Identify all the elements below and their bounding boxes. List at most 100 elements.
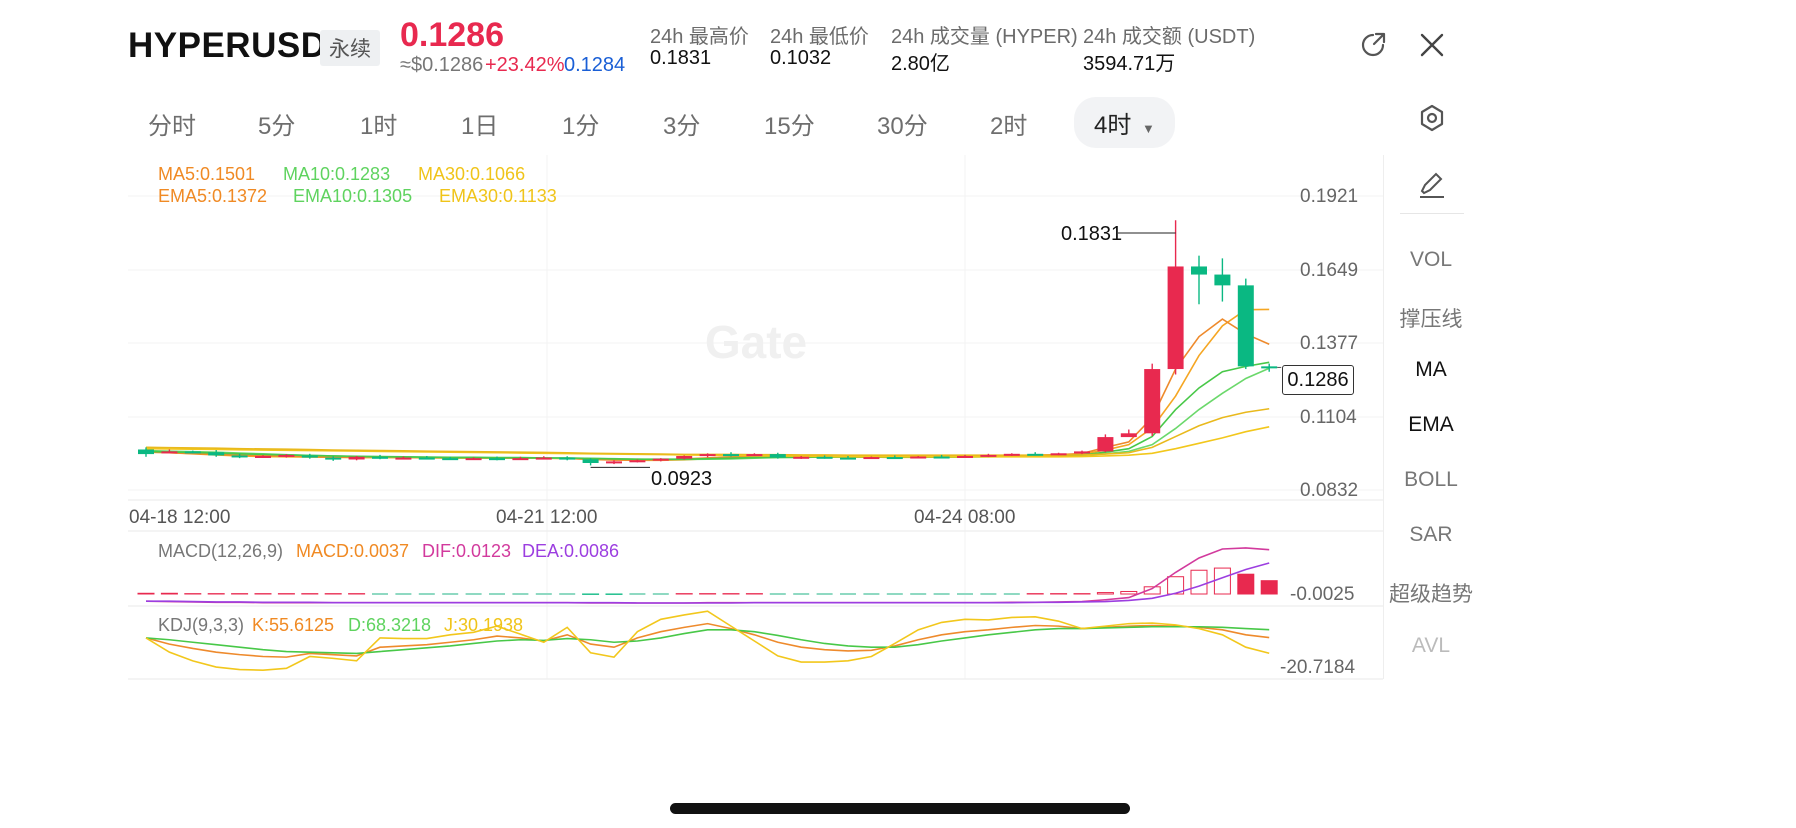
price-tick: 0.0832 xyxy=(1300,480,1359,501)
legend-ma10: MA10:0.1283 xyxy=(283,164,391,184)
draw-pencil-icon[interactable] xyxy=(1416,168,1448,200)
candle-body xyxy=(910,456,927,459)
candle-body xyxy=(535,457,552,460)
current-price-label: 0.1286 xyxy=(1282,365,1354,395)
candle-body xyxy=(746,454,763,457)
legend-dea: DEA:0.0086 xyxy=(522,541,620,561)
macd-bar xyxy=(559,593,576,595)
candle-body xyxy=(723,454,739,457)
tab-timeframe-1[interactable]: 5分 xyxy=(258,113,296,140)
candle-body xyxy=(559,457,576,460)
panel-item-vol[interactable]: VOL xyxy=(1409,248,1453,271)
candle-body xyxy=(1050,453,1067,456)
stat-label-volume: 24h 成交量 (HYPER) xyxy=(891,26,1078,48)
macd-bar xyxy=(137,592,155,595)
macd-tick: -0.0025 xyxy=(1290,584,1355,605)
macd-bar xyxy=(652,593,669,595)
stat-value-high: 0.1831 xyxy=(650,47,712,69)
tab-timeframe-5[interactable]: 3分 xyxy=(663,113,701,140)
price-tick: 0.1921 xyxy=(1300,186,1359,207)
tab-timeframe-3[interactable]: 1日 xyxy=(461,113,499,140)
candle-body xyxy=(652,458,669,461)
panel-item-ema[interactable]: EMA xyxy=(1408,413,1454,436)
tab-timeframe-0[interactable]: 分时 xyxy=(148,113,196,140)
price-tick: 0.1649 xyxy=(1300,260,1359,281)
tab-timeframe-7[interactable]: 30分 xyxy=(877,113,928,140)
candle-body xyxy=(816,456,833,459)
tool-panel xyxy=(1383,155,1480,679)
open-external-icon[interactable] xyxy=(1356,28,1390,62)
candle-body xyxy=(348,456,365,460)
time-tick: 04-24 08:00 xyxy=(914,507,1016,528)
candle-body xyxy=(255,455,271,458)
tab-timeframe-6[interactable]: 15分 xyxy=(764,113,815,140)
candle-body xyxy=(1191,266,1207,275)
macd-bar xyxy=(395,593,412,595)
chart-grid xyxy=(128,155,1383,680)
active-timeframe-label: 4时 xyxy=(1094,112,1132,139)
candle-body xyxy=(1003,453,1020,456)
macd-bar xyxy=(1237,573,1255,595)
candle-body xyxy=(1214,274,1231,286)
panel-item-supertrend[interactable]: 超级趋势 xyxy=(1389,583,1473,606)
candle-body xyxy=(442,458,459,461)
macd-bar xyxy=(489,593,505,595)
panel-item-boll[interactable]: BOLL xyxy=(1404,468,1458,491)
candle-body xyxy=(372,456,388,459)
tab-timeframe-4[interactable]: 1分 xyxy=(562,113,600,140)
candle-body xyxy=(418,457,435,460)
legend-d: D:68.3218 xyxy=(348,615,432,635)
candle-body xyxy=(395,457,412,460)
panel-item-avl[interactable]: AVL xyxy=(1411,634,1451,657)
tool-divider xyxy=(1400,213,1464,214)
candle-body xyxy=(161,451,178,454)
macd-bar xyxy=(1003,593,1020,595)
candle-body xyxy=(886,457,903,460)
stat-value-turnover: 3594.71万 xyxy=(1083,53,1176,75)
change-percent: +23.42% xyxy=(485,54,565,76)
macd-bar xyxy=(840,593,856,595)
candle-body xyxy=(933,456,950,459)
tab-timeframe-2[interactable]: 1时 xyxy=(360,113,398,140)
candle-body xyxy=(629,460,646,463)
close-icon[interactable] xyxy=(1416,29,1448,61)
candle-body xyxy=(278,454,295,457)
settings-icon[interactable] xyxy=(1416,102,1448,134)
candle-body xyxy=(699,454,716,457)
stat-label-turnover: 24h 成交额 (USDT) xyxy=(1083,26,1256,48)
macd-bar xyxy=(816,593,833,595)
legend-macd-title: MACD(12,26,9) xyxy=(158,541,284,561)
macd-bar xyxy=(933,593,950,595)
macd-bar xyxy=(886,593,903,595)
candle-body xyxy=(138,449,154,455)
tab-timeframe-active[interactable]: 4时 ▼ xyxy=(1074,97,1175,148)
stat-value-volume: 2.80亿 xyxy=(891,53,950,75)
macd-bar xyxy=(465,593,482,595)
panel-item-sar[interactable]: SAR xyxy=(1409,523,1453,546)
candles xyxy=(138,220,1282,468)
panel-item-support[interactable]: 撑压线 xyxy=(1399,308,1463,331)
home-indicator xyxy=(670,803,1130,814)
macd-bar xyxy=(512,593,529,595)
usd-price: ≈$0.1286 xyxy=(400,54,484,76)
candle-body xyxy=(465,458,482,461)
macd-bar xyxy=(1143,586,1161,595)
legend-kdj-title: KDJ(9,3,3) xyxy=(158,615,245,635)
time-tick: 04-18 12:00 xyxy=(129,507,231,528)
candle-body xyxy=(512,458,529,461)
macd-bar xyxy=(980,593,997,595)
legend-ma30: MA30:0.1066 xyxy=(418,164,526,184)
candle-body xyxy=(1237,285,1254,367)
candle-body xyxy=(582,459,599,464)
candle-body xyxy=(769,454,786,458)
tab-timeframe-8[interactable]: 2时 xyxy=(990,113,1028,140)
dea-line xyxy=(146,562,1270,604)
candle-body xyxy=(1120,433,1137,438)
symbol-title: HYPERUSDT xyxy=(128,26,349,65)
macd-bar xyxy=(629,593,646,595)
candle-body xyxy=(1144,369,1161,434)
candle-body xyxy=(606,461,622,464)
panel-item-ma[interactable]: MA xyxy=(1415,358,1447,381)
macd-bar xyxy=(1120,590,1138,595)
